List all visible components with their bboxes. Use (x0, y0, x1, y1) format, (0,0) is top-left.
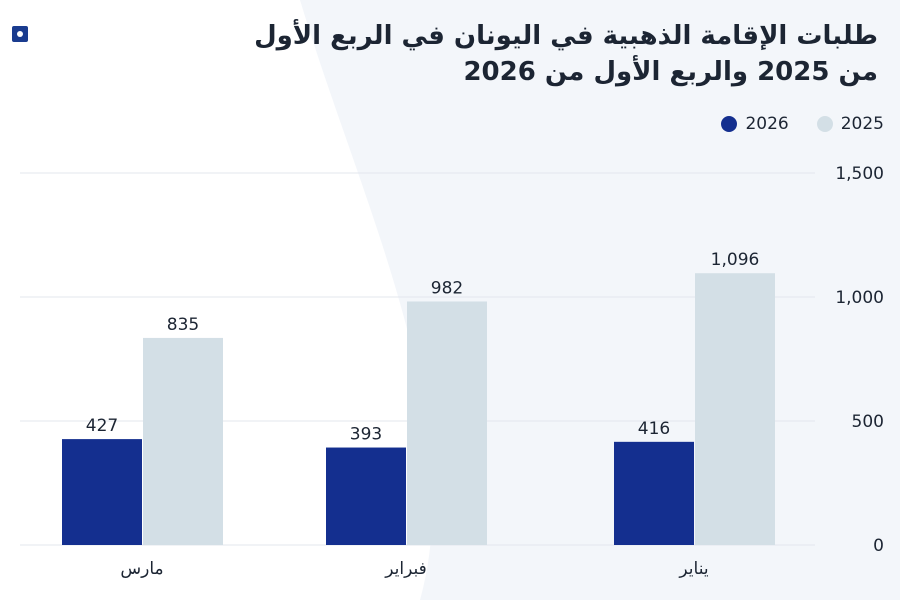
legend-item-2026: 2026 (721, 114, 789, 134)
bar-2026-1 (326, 447, 406, 545)
legend-item-2025: 2025 (816, 114, 884, 134)
bar-2026-2 (614, 441, 694, 545)
data-label: 393 (350, 425, 382, 445)
data-label: 416 (638, 419, 670, 439)
legend-swatch-2026 (721, 116, 738, 132)
legend-swatch-2025 (816, 116, 833, 132)
x-tick-label: فبراير (384, 559, 426, 579)
bar-2026-0 (62, 439, 142, 545)
y-tick-label: 0 (873, 536, 884, 556)
x-tick-label: مارس (120, 559, 163, 579)
bar-2025-2 (695, 273, 775, 545)
y-tick-label: 1,000 (835, 288, 884, 308)
bar-2025-0 (143, 337, 223, 545)
x-tick-label: يناير (678, 559, 708, 579)
y-tick-label: 1,500 (835, 164, 884, 184)
legend-label-2026: 2026 (745, 114, 789, 134)
data-label: 1,096 (711, 250, 760, 270)
data-label: 982 (431, 278, 463, 298)
brand-logo-icon (12, 26, 28, 42)
data-label: 835 (167, 315, 199, 335)
bar-2025-1 (407, 301, 487, 545)
y-tick-label: 500 (852, 412, 884, 432)
legend-label-2025: 2025 (840, 114, 884, 134)
data-label: 427 (86, 416, 118, 436)
chart-legend: 2026 2025 (721, 113, 884, 135)
chart-title: طلبات الإقامة الذهبية في اليونان في الرب… (254, 21, 878, 87)
